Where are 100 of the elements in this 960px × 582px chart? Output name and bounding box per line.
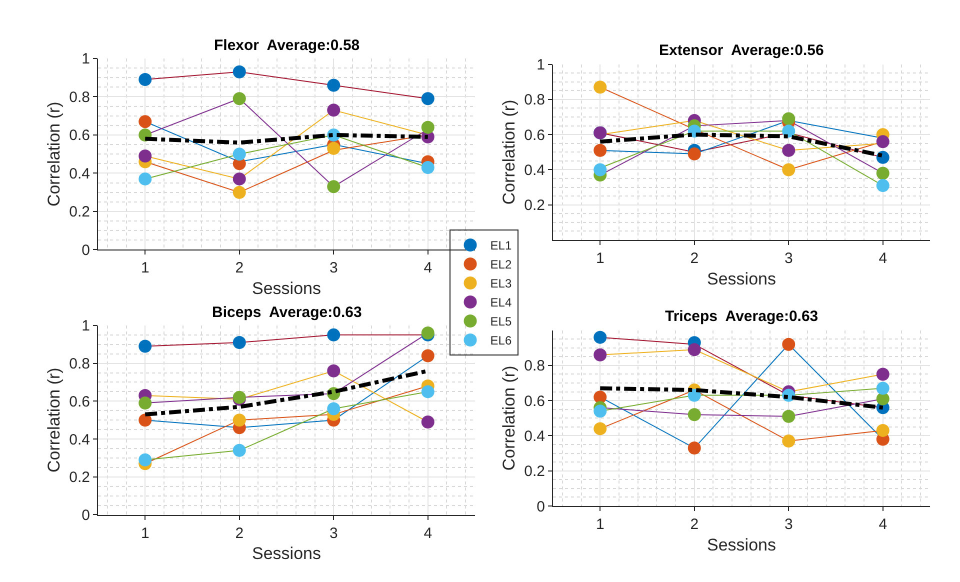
point (594, 390, 607, 404)
y-tick-label: 0 (536, 498, 545, 516)
y-tick-label: 0.4 (69, 165, 90, 182)
x-tick-label: 2 (235, 524, 244, 542)
y-tick-label: 0.8 (524, 358, 545, 375)
point (232, 172, 246, 186)
legend-label: EL2 (490, 258, 512, 272)
x-tick-label: 1 (596, 250, 604, 268)
x-tick-label: 3 (784, 250, 793, 268)
point (594, 330, 607, 344)
point (688, 343, 701, 356)
x-tick-label: 4 (878, 250, 888, 268)
y-tick-label: 0 (82, 242, 90, 259)
y-tick-label: 1 (82, 50, 90, 68)
point (594, 348, 607, 362)
point (782, 434, 796, 448)
point (876, 135, 890, 148)
point (327, 180, 340, 194)
point (688, 147, 701, 160)
x-tick-label: 2 (235, 260, 244, 277)
x-axis-title: Sessions (707, 269, 776, 288)
x-tick-label: 4 (424, 524, 432, 542)
chart-title: Extensor Average:0.56 (659, 42, 824, 59)
point (782, 124, 796, 138)
chart-title: Triceps Average:0.63 (665, 308, 818, 325)
y-tick-label: 0.2 (524, 197, 545, 214)
point (138, 150, 152, 163)
point (876, 382, 890, 395)
point (594, 144, 607, 157)
x-axis-title: Sessions (252, 279, 321, 298)
legend-label: EL5 (490, 314, 512, 329)
point (421, 160, 434, 174)
point (138, 340, 152, 353)
point (232, 186, 246, 199)
point (688, 408, 701, 422)
point (876, 179, 890, 192)
y-tick-label: 0.8 (524, 92, 545, 109)
y-tick-label: 0.4 (524, 428, 545, 445)
point (138, 414, 152, 427)
y-axis-title: Correlation (r) (500, 366, 519, 471)
point (782, 163, 796, 176)
point (138, 73, 152, 86)
point (782, 338, 796, 351)
point (232, 444, 246, 457)
x-tick-label: 1 (140, 524, 150, 542)
x-axis-title: Sessions (707, 535, 776, 554)
x-tick-label: 4 (424, 260, 432, 277)
point (876, 368, 890, 381)
point (327, 142, 340, 155)
point (327, 402, 340, 416)
point (688, 442, 701, 455)
chart-title: Biceps Average:0.63 (212, 304, 362, 321)
point (138, 396, 152, 410)
point (421, 120, 434, 134)
y-tick-label: 0.2 (69, 204, 90, 221)
x-axis-title: Sessions (252, 544, 321, 564)
point (782, 410, 796, 423)
y-axis-title: Correlation (r) (44, 102, 64, 207)
point (232, 336, 246, 349)
point (327, 364, 340, 378)
point (876, 424, 890, 437)
point (876, 392, 890, 406)
legend-label: EL1 (490, 238, 512, 253)
point (594, 163, 607, 176)
chart-title: Flexor Average:0.58 (214, 37, 360, 54)
point (138, 115, 152, 128)
y-tick-label: 0.8 (69, 88, 90, 106)
y-axis-title: Correlation (r) (44, 368, 64, 473)
point (421, 349, 434, 362)
point (138, 172, 152, 186)
y-tick-label: 1 (536, 56, 545, 74)
point (594, 422, 607, 436)
legend-label: EL4 (490, 296, 512, 310)
point (594, 80, 607, 94)
y-tick-label: 0.2 (524, 463, 545, 480)
point (594, 404, 607, 418)
point (232, 414, 246, 427)
point (421, 416, 434, 428)
y-tick-label: 0.8 (69, 356, 90, 373)
point (327, 104, 340, 117)
x-tick-label: 4 (878, 516, 888, 534)
y-axis-title: Correlation (r) (500, 100, 519, 205)
x-tick-label: 2 (690, 516, 699, 534)
y-tick-label: 0.4 (69, 431, 90, 448)
point (421, 92, 434, 106)
point (421, 385, 434, 398)
x-tick-label: 3 (329, 524, 338, 542)
x-tick-label: 2 (690, 250, 699, 268)
legend-label: EL6 (490, 334, 512, 348)
y-tick-label: 0.2 (69, 469, 90, 486)
point (327, 328, 340, 342)
point (232, 92, 246, 106)
point (232, 65, 246, 78)
y-tick-label: 1 (82, 318, 90, 335)
point (232, 148, 246, 161)
point (138, 453, 152, 466)
x-tick-label: 3 (329, 260, 338, 277)
point (876, 166, 890, 180)
legend-label: EL3 (490, 276, 512, 291)
y-tick-label: 0.6 (524, 126, 545, 144)
